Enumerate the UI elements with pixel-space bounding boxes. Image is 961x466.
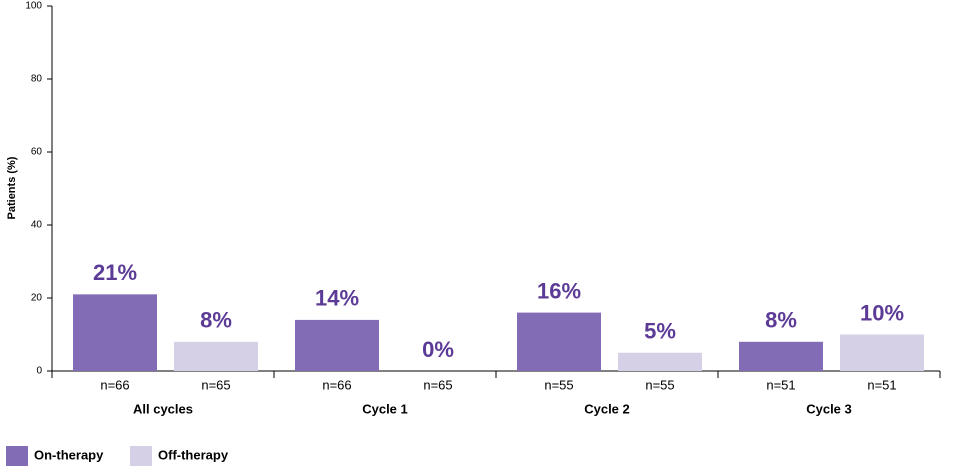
x-tick-label: Cycle 2 <box>584 401 630 416</box>
n-label: n=66 <box>322 377 351 392</box>
value-label: 8% <box>765 308 797 333</box>
n-label: n=65 <box>201 377 230 392</box>
x-tick-label: Cycle 1 <box>362 401 408 416</box>
value-label: 14% <box>315 286 359 311</box>
legend-label: Off-therapy <box>158 447 229 462</box>
n-label: n=51 <box>867 377 896 392</box>
value-label: 5% <box>644 319 676 344</box>
bar <box>73 294 157 371</box>
n-label: n=55 <box>544 377 573 392</box>
bar <box>618 352 702 371</box>
value-label: 8% <box>200 308 232 333</box>
bar <box>295 319 379 371</box>
bar <box>517 312 601 371</box>
x-tick-label: Cycle 3 <box>806 401 852 416</box>
bar <box>840 334 924 371</box>
n-label: n=65 <box>423 377 452 392</box>
value-label: 0% <box>422 337 454 362</box>
y-axis-label: Patients (%) <box>6 156 18 219</box>
value-label: 10% <box>860 300 904 325</box>
n-label: n=55 <box>645 377 674 392</box>
y-tick-label: 80 <box>31 74 43 85</box>
legend-swatch <box>6 446 28 466</box>
legend-swatch <box>130 446 152 466</box>
bar <box>174 341 258 371</box>
bar <box>739 341 823 371</box>
n-label: n=51 <box>766 377 795 392</box>
y-tick-label: 20 <box>31 293 43 304</box>
legend-label: On-therapy <box>34 447 104 462</box>
y-tick-label: 40 <box>31 220 43 231</box>
y-tick-label: 100 <box>25 1 42 12</box>
value-label: 16% <box>537 278 581 303</box>
x-tick-label: All cycles <box>133 401 193 416</box>
n-label: n=66 <box>100 377 129 392</box>
value-label: 21% <box>93 260 137 285</box>
y-tick-label: 60 <box>31 147 43 158</box>
y-tick-label: 0 <box>36 366 42 377</box>
